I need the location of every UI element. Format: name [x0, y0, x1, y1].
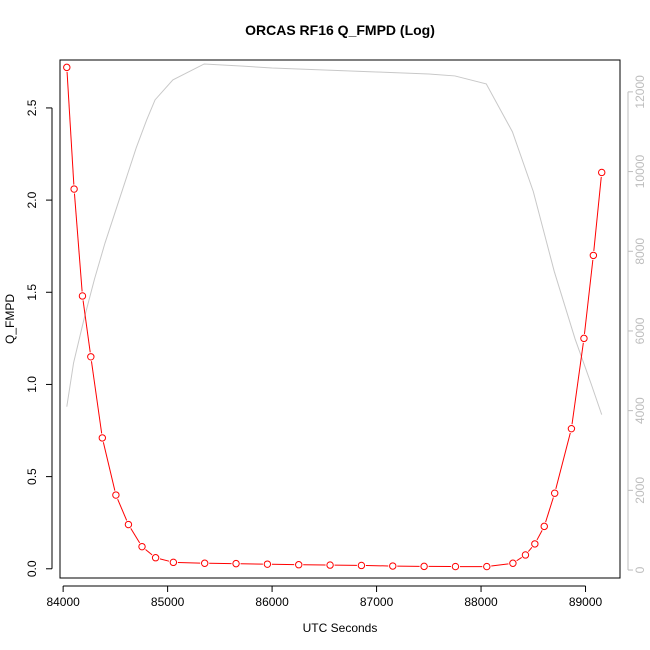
- series-line-segment: [536, 530, 543, 541]
- data-point: [295, 561, 303, 569]
- series-line-segment: [145, 549, 153, 556]
- y-tick-label: 0.5: [25, 468, 39, 485]
- x-tick-label: 85000: [151, 595, 185, 609]
- series-line-segment: [102, 442, 116, 491]
- series-line-segment: [130, 528, 141, 544]
- data-point: [70, 185, 78, 193]
- data-point: [589, 251, 598, 260]
- data-point: [326, 561, 334, 569]
- y2-tick-label: 2000: [633, 477, 647, 504]
- data-point: [63, 63, 71, 72]
- data-point: [201, 559, 209, 567]
- chart-title: ORCAS RF16 Q_FMPD (Log): [245, 22, 435, 38]
- series-line-segment: [73, 193, 83, 292]
- data-point: [151, 554, 160, 562]
- data-point: [169, 558, 178, 567]
- y2-tick-label: 4000: [633, 397, 647, 424]
- data-point: [420, 562, 428, 571]
- data-point: [521, 551, 530, 559]
- series-line-altitude: [66, 63, 603, 415]
- series-line-segment: [583, 259, 594, 334]
- data-point: [78, 292, 87, 300]
- data-point: [540, 522, 548, 531]
- data-point: [98, 434, 107, 442]
- series-line-segment: [90, 361, 103, 434]
- y2-tick-label: 6000: [633, 317, 647, 344]
- y-tick-label: 1.5: [25, 284, 39, 301]
- y-tick-label: 2.5: [25, 99, 39, 116]
- x-tick-label: 84000: [46, 595, 80, 609]
- series-line-segment: [571, 342, 584, 425]
- data-point: [509, 559, 517, 567]
- data-point: [567, 424, 576, 433]
- y2-tick-label: 0: [633, 566, 647, 573]
- x-tick-label: 89000: [569, 595, 603, 609]
- data-point: [551, 489, 559, 497]
- x-tick-label: 86000: [255, 595, 289, 609]
- series-line-segment: [527, 547, 533, 552]
- data-point: [357, 561, 366, 570]
- series-line-segment: [117, 498, 128, 521]
- data-point: [451, 562, 460, 571]
- series-line-segment: [491, 563, 509, 567]
- data-point: [483, 562, 491, 571]
- series-line-segment: [555, 432, 571, 489]
- data-point: [138, 542, 146, 551]
- series-line-segment: [177, 561, 201, 564]
- data-point: [232, 559, 240, 568]
- y-tick-label: 2.0: [25, 191, 39, 208]
- data-point: [389, 562, 397, 570]
- y-tick-label: 1.0: [25, 376, 39, 393]
- data-point: [263, 560, 272, 568]
- x-tick-label: 88000: [464, 595, 498, 609]
- plot-frame: [59, 59, 621, 579]
- data-point: [112, 491, 120, 499]
- series-line-segment: [159, 558, 170, 562]
- series-line-segment: [593, 176, 602, 251]
- data-point: [580, 334, 588, 343]
- data-point: [531, 540, 539, 548]
- series-line-segment: [66, 71, 75, 185]
- y2-tick-label: 8000: [633, 238, 647, 265]
- series-line-segment: [82, 300, 91, 353]
- x-axis-label: UTC Seconds: [303, 621, 378, 635]
- y2-tick-label: 12000: [633, 75, 647, 109]
- x-tick-label: 87000: [360, 595, 394, 609]
- series-line-segment: [516, 557, 522, 562]
- data-point: [598, 168, 606, 177]
- series-line-segment: [545, 497, 554, 523]
- data-point: [87, 353, 95, 361]
- y-axis-label: Q_FMPD: [3, 294, 17, 344]
- data-point: [124, 520, 133, 529]
- y2-tick-label: 10000: [633, 155, 647, 189]
- y-tick-label: 0.0: [25, 560, 39, 577]
